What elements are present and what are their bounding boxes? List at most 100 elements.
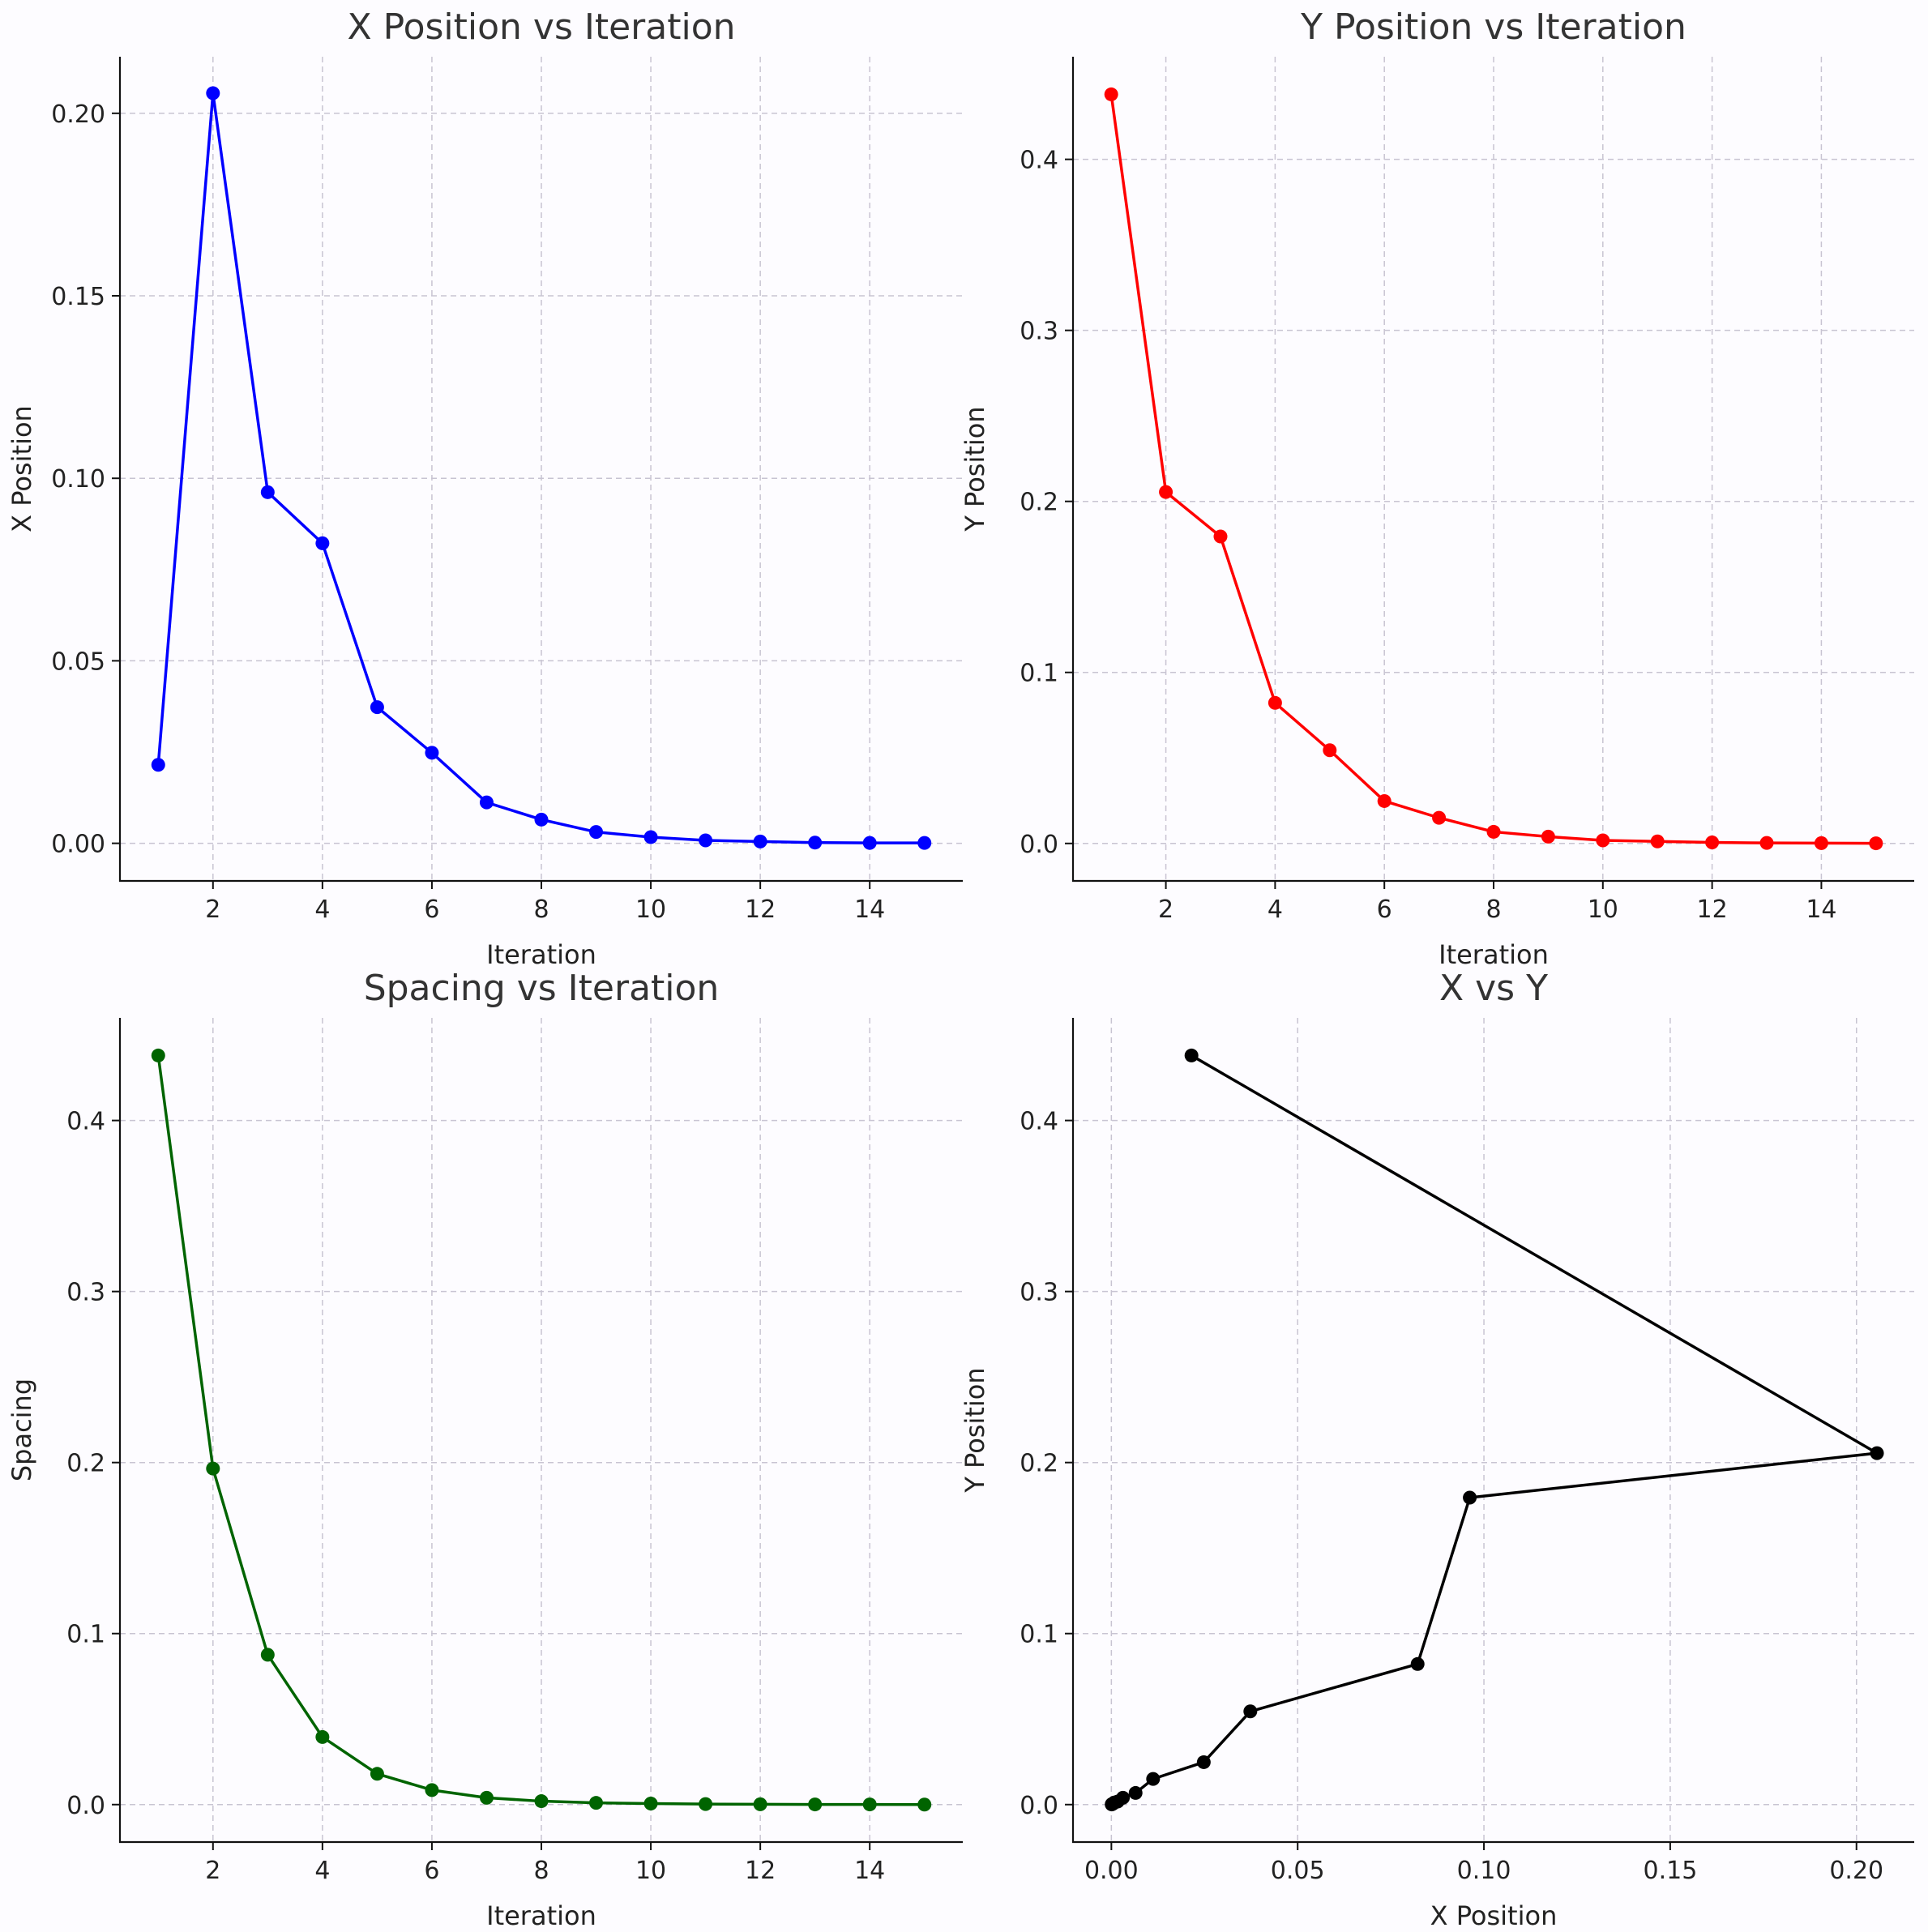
- x-vs-y-xtick-label: 0.10: [1457, 1857, 1511, 1885]
- spacing-vs-iteration-data-point: [151, 1048, 165, 1062]
- y-vs-iteration-data-point: [1159, 485, 1173, 499]
- x-vs-iteration-data-point: [589, 825, 604, 840]
- x-vs-iteration-data-point: [534, 812, 549, 827]
- spacing-vs-iteration-xtick-label: 2: [205, 1857, 220, 1885]
- x-vs-iteration-xtick-label: 12: [745, 895, 776, 924]
- y-vs-iteration-data-point: [1213, 529, 1228, 544]
- x-vs-iteration-ytick-label: 0.00: [51, 831, 105, 859]
- x-vs-y-data-point: [1463, 1490, 1477, 1505]
- x-vs-iteration-xtick-label: 14: [854, 895, 885, 924]
- x-vs-y-data-point: [1128, 1785, 1143, 1800]
- y-vs-iteration-xtick-label: 6: [1377, 895, 1392, 924]
- spacing-vs-iteration-xlabel: Iteration: [486, 1900, 596, 1928]
- x-vs-iteration-data-point: [206, 86, 220, 100]
- x-vs-iteration-xtick-label: 4: [314, 895, 330, 924]
- y-vs-iteration-xtick-label: 4: [1268, 895, 1283, 924]
- spacing-vs-iteration-data-point: [260, 1648, 275, 1662]
- x-vs-iteration-ytick-label: 0.05: [51, 648, 105, 676]
- x-vs-iteration-axes-spine: [118, 57, 963, 883]
- spacing-vs-iteration-ytick-label: 0.4: [66, 1108, 105, 1136]
- x-vs-y-xtick-label: 0.15: [1643, 1857, 1697, 1885]
- y-vs-iteration-xlabel: Iteration: [1439, 939, 1549, 970]
- spacing-vs-iteration-ytick-label: 0.2: [66, 1450, 105, 1478]
- spacing-vs-iteration-ytick-label: 0.1: [66, 1621, 105, 1649]
- spacing-vs-iteration-data-point: [699, 1797, 713, 1811]
- x-vs-y-xtick-label: 0.05: [1271, 1857, 1325, 1885]
- x-vs-iteration-xtick-label: 10: [635, 895, 666, 924]
- spacing-vs-iteration-data-point: [370, 1767, 384, 1781]
- spacing-vs-iteration-xtick-label: 10: [635, 1857, 666, 1885]
- x-vs-iteration-data-point: [753, 834, 767, 848]
- x-vs-iteration-data-point: [425, 746, 439, 760]
- spacing-vs-iteration-ytick-label: 0.0: [66, 1792, 105, 1820]
- spacing-vs-iteration-data-point: [206, 1461, 220, 1476]
- x-vs-iteration-data-point: [260, 485, 275, 499]
- x-vs-iteration-xtick-label: 2: [205, 895, 220, 924]
- y-vs-iteration-data-point: [1268, 695, 1282, 710]
- y-vs-iteration-data-point: [1759, 836, 1774, 850]
- x-vs-iteration-ytick-label: 0.15: [51, 283, 105, 311]
- spacing-vs-iteration-xtick-label: 8: [533, 1857, 549, 1885]
- y-vs-iteration-axes-spine: [1071, 57, 1914, 883]
- x-vs-iteration-data-point: [808, 836, 823, 850]
- x-vs-y-data-point: [1105, 1797, 1119, 1812]
- y-vs-iteration-data-point: [1650, 834, 1665, 848]
- x-vs-y-title: X vs Y: [1439, 968, 1548, 1009]
- y-vs-iteration-data-point: [1377, 793, 1391, 808]
- x-vs-y-xtick-label: 0.00: [1084, 1857, 1139, 1885]
- x-vs-y-ytick-label: 0.2: [1020, 1450, 1058, 1478]
- x-vs-iteration-data-point: [370, 700, 384, 715]
- x-vs-iteration-xtick-label: 8: [533, 895, 549, 924]
- x-vs-iteration-data-point: [917, 836, 932, 850]
- y-vs-iteration-data-point: [1104, 87, 1118, 101]
- y-vs-iteration-xtick-label: 8: [1486, 895, 1501, 924]
- spacing-vs-iteration-data-point: [862, 1797, 877, 1812]
- x-vs-iteration-ytick-label: 0.10: [51, 465, 105, 494]
- x-vs-y-ytick-label: 0.3: [1020, 1279, 1058, 1307]
- spacing-vs-iteration-data-point: [479, 1790, 494, 1805]
- spacing-vs-iteration-ylabel: Spacing: [6, 1378, 37, 1481]
- y-vs-iteration-data-point: [1486, 824, 1501, 839]
- y-vs-iteration-ytick-label: 0.0: [1020, 831, 1058, 859]
- x-vs-iteration-data-point: [862, 836, 877, 850]
- y-vs-iteration-ylabel: Y Position: [960, 406, 990, 532]
- x-vs-iteration-xlabel: Iteration: [486, 939, 596, 970]
- y-vs-iteration-xtick-label: 2: [1158, 895, 1173, 924]
- spacing-vs-iteration-xtick-label: 4: [314, 1857, 330, 1885]
- y-vs-iteration-data-point: [1814, 836, 1828, 850]
- x-vs-y-ytick-label: 0.0: [1020, 1792, 1058, 1820]
- x-vs-iteration-data-point: [699, 833, 713, 848]
- x-vs-y-ytick-label: 0.4: [1020, 1108, 1058, 1136]
- spacing-vs-iteration-data-point: [534, 1794, 549, 1809]
- spacing-vs-iteration-data-point: [643, 1797, 658, 1811]
- spacing-vs-iteration-data-point: [315, 1729, 330, 1744]
- y-vs-iteration-xtick-label: 10: [1588, 895, 1618, 924]
- x-vs-y-data-point: [1184, 1048, 1199, 1062]
- y-vs-iteration-xtick-label: 12: [1697, 895, 1728, 924]
- x-vs-y-data-point: [1410, 1656, 1425, 1671]
- x-vs-iteration-data-point: [479, 795, 494, 810]
- y-vs-iteration-data-point: [1432, 810, 1447, 825]
- x-vs-y-data-point: [1196, 1755, 1211, 1769]
- spacing-vs-iteration-data-point: [808, 1797, 823, 1812]
- spacing-vs-iteration-panel: 2 4 6 8 10 12 14 0.0 0.1 0.2 0.3 0.4 Spacing vs Iter…: [6, 968, 963, 1931]
- spacing-vs-iteration-axes-spine: [118, 1018, 963, 1844]
- x-vs-y-ylabel: Y Position: [960, 1367, 990, 1493]
- y-vs-iteration-panel: 2 4 6 8 10 12 14 0.0 0.1 0.2 0.3 0.4 Y Position vs I…: [960, 6, 1914, 970]
- y-vs-iteration-ytick-label: 0.1: [1020, 660, 1058, 688]
- y-vs-iteration-ytick-label: 0.3: [1020, 318, 1058, 346]
- x-vs-iteration-ytick-label: 0.20: [51, 100, 105, 129]
- x-vs-iteration-xtick-label: 6: [424, 895, 439, 924]
- spacing-vs-iteration-xtick-label: 14: [854, 1857, 885, 1885]
- y-vs-iteration-data-point: [1705, 836, 1720, 850]
- spacing-vs-iteration-title: Spacing vs Iteration: [364, 968, 720, 1009]
- x-vs-y-panel: 0.00 0.05 0.10 0.15 0.20 0.0 0.1 0.2 0.3 0.4 X vs …: [960, 968, 1914, 1931]
- x-vs-iteration-title: X Position vs Iteration: [347, 6, 735, 48]
- spacing-vs-iteration-data-point: [753, 1797, 767, 1811]
- x-vs-y-xtick-label: 0.20: [1829, 1857, 1883, 1885]
- x-vs-y-axes-spine: [1071, 1018, 1914, 1844]
- spacing-vs-iteration-xtick-label: 12: [745, 1857, 776, 1885]
- y-vs-iteration-title: Y Position vs Iteration: [1300, 6, 1686, 48]
- x-vs-y-data-point: [1870, 1446, 1884, 1460]
